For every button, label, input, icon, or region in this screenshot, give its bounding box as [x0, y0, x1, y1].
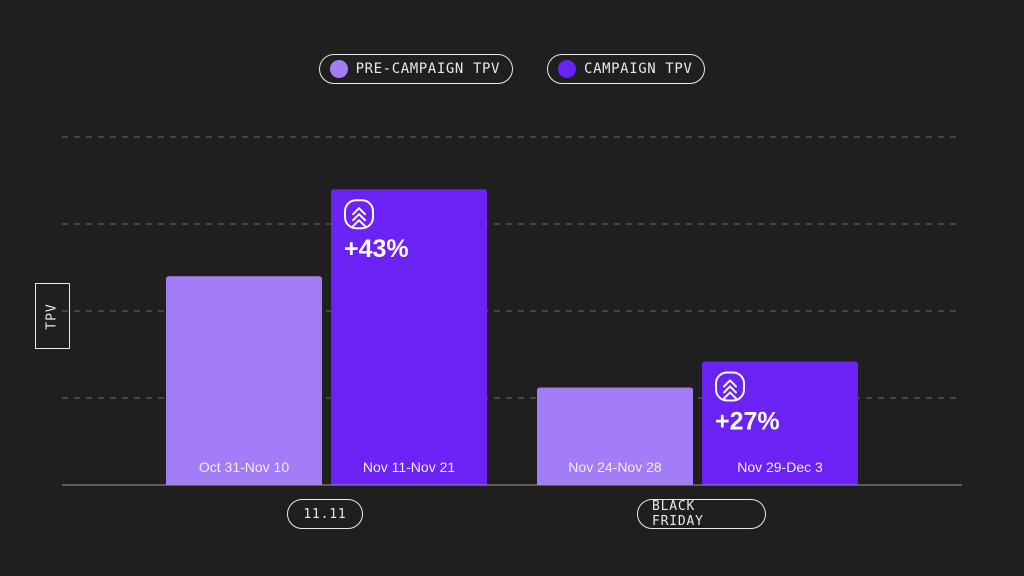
bar — [166, 276, 322, 485]
double-chevron-up-icon — [715, 371, 745, 402]
legend-label-campaign: CAMPAIGN TPV — [584, 61, 693, 77]
legend-label-pre-campaign: PRE-CAMPAIGN TPV — [355, 61, 501, 77]
group-label-11-11-text: 11.11 — [303, 506, 347, 522]
group-label-11-11: 11.11 — [287, 499, 363, 529]
legend-swatch-pre-campaign — [329, 60, 348, 78]
bars: Oct 31-Nov 10 Nov 11-Nov 21 +43% Nov 24-Nov… — [166, 189, 858, 485]
legend-item-campaign: CAMPAIGN TPV — [547, 54, 706, 84]
bar-group: Nov 11-Nov 21 +43% — [331, 189, 487, 485]
bar — [537, 387, 693, 485]
group-label-black-friday: BLACK FRIDAY — [637, 499, 766, 529]
bar-group: Oct 31-Nov 10 — [166, 276, 322, 485]
bar-group: Nov 29-Dec 3 +27% — [702, 361, 858, 485]
legend-item-pre-campaign: PRE-CAMPAIGN TPV — [318, 54, 514, 84]
bar-group: Nov 24-Nov 28 — [537, 387, 693, 485]
bar — [702, 361, 858, 485]
legend-swatch-campaign — [558, 60, 577, 78]
bar-category-label: Nov 29-Dec 3 — [737, 459, 823, 475]
bar-change-label: +27% — [715, 407, 780, 435]
y-axis-label-text: TPV — [44, 302, 60, 330]
bar — [331, 189, 487, 485]
bar-category-label: Oct 31-Nov 10 — [199, 459, 289, 475]
group-label-black-friday-text: BLACK FRIDAY — [652, 499, 704, 529]
bar-category-label: Nov 11-Nov 21 — [363, 459, 456, 475]
legend: PRE-CAMPAIGN TPV CAMPAIGN TPV — [0, 54, 1024, 86]
bar-category-label: Nov 24-Nov 28 — [568, 459, 662, 475]
bar-change-label: +43% — [344, 235, 409, 263]
y-axis-label: TPV — [35, 283, 70, 349]
double-chevron-up-icon — [344, 199, 374, 230]
